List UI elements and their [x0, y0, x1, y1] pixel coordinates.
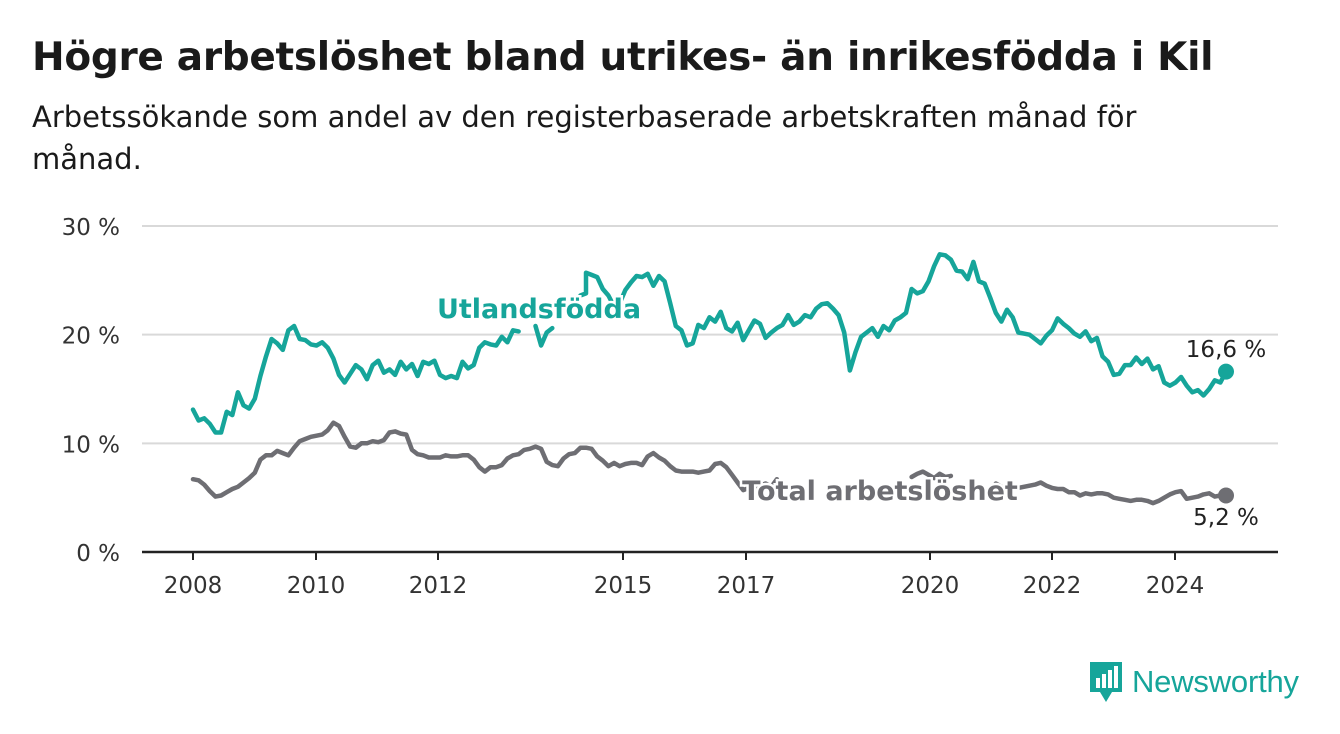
- series-end-point: [1218, 487, 1234, 504]
- series-label: Utlandsfödda: [437, 294, 641, 325]
- series-end-point: [1218, 363, 1234, 380]
- newsworthy-chart-icon: [1090, 662, 1122, 702]
- series-line: [533, 323, 555, 348]
- brand-name: Newsworthy: [1132, 664, 1299, 699]
- y-tick-label: 0 %: [76, 541, 120, 567]
- y-tick-label: 10 %: [62, 432, 120, 458]
- chart-title: Högre arbetslöshet bland utrikes- än inr…: [32, 35, 1214, 80]
- series-label: 5,2 %: [1193, 505, 1259, 531]
- y-tick-labels: 0 % 10 % 20 % 30 %: [62, 215, 120, 567]
- y-tick-label: 30 %: [62, 215, 120, 241]
- x-tick-label: 2010: [287, 573, 346, 599]
- series-lines: [190, 252, 1234, 506]
- x-tick-label: 2017: [717, 573, 776, 599]
- x-tick-label: 2015: [594, 573, 653, 599]
- x-axis: 2008 2010 2012 2015 2017 2020 2022 2024: [142, 550, 1278, 599]
- series-line: [578, 252, 1229, 398]
- x-tick-label: 2020: [901, 573, 960, 599]
- series-line: [993, 480, 1229, 506]
- series-line: [909, 469, 954, 481]
- y-grid: [142, 225, 1278, 445]
- x-tick-label: 2022: [1023, 573, 1082, 599]
- x-tick-label: 2024: [1146, 573, 1205, 599]
- series-label: 16,6 %: [1186, 337, 1266, 363]
- y-tick-label: 20 %: [62, 324, 120, 350]
- series-labels: Utlandsfödda Total arbetslöshet 16,6 % 5,2 …: [434, 292, 1268, 534]
- series-line: [190, 420, 780, 499]
- newsworthy-logo: Newsworthy: [1088, 660, 1299, 704]
- line-chart: 0 % 10 % 20 % 30 % 2008 2010 2012 2015 2017 2020…: [62, 215, 1278, 599]
- x-tick-label: 2008: [164, 573, 223, 599]
- series-line: [190, 323, 521, 435]
- chart-subtitle: Arbetssökande som andel av den registerb…: [32, 100, 1137, 176]
- series-label: Total arbetslöshet: [742, 476, 1018, 507]
- x-tick-label: 2012: [409, 573, 468, 599]
